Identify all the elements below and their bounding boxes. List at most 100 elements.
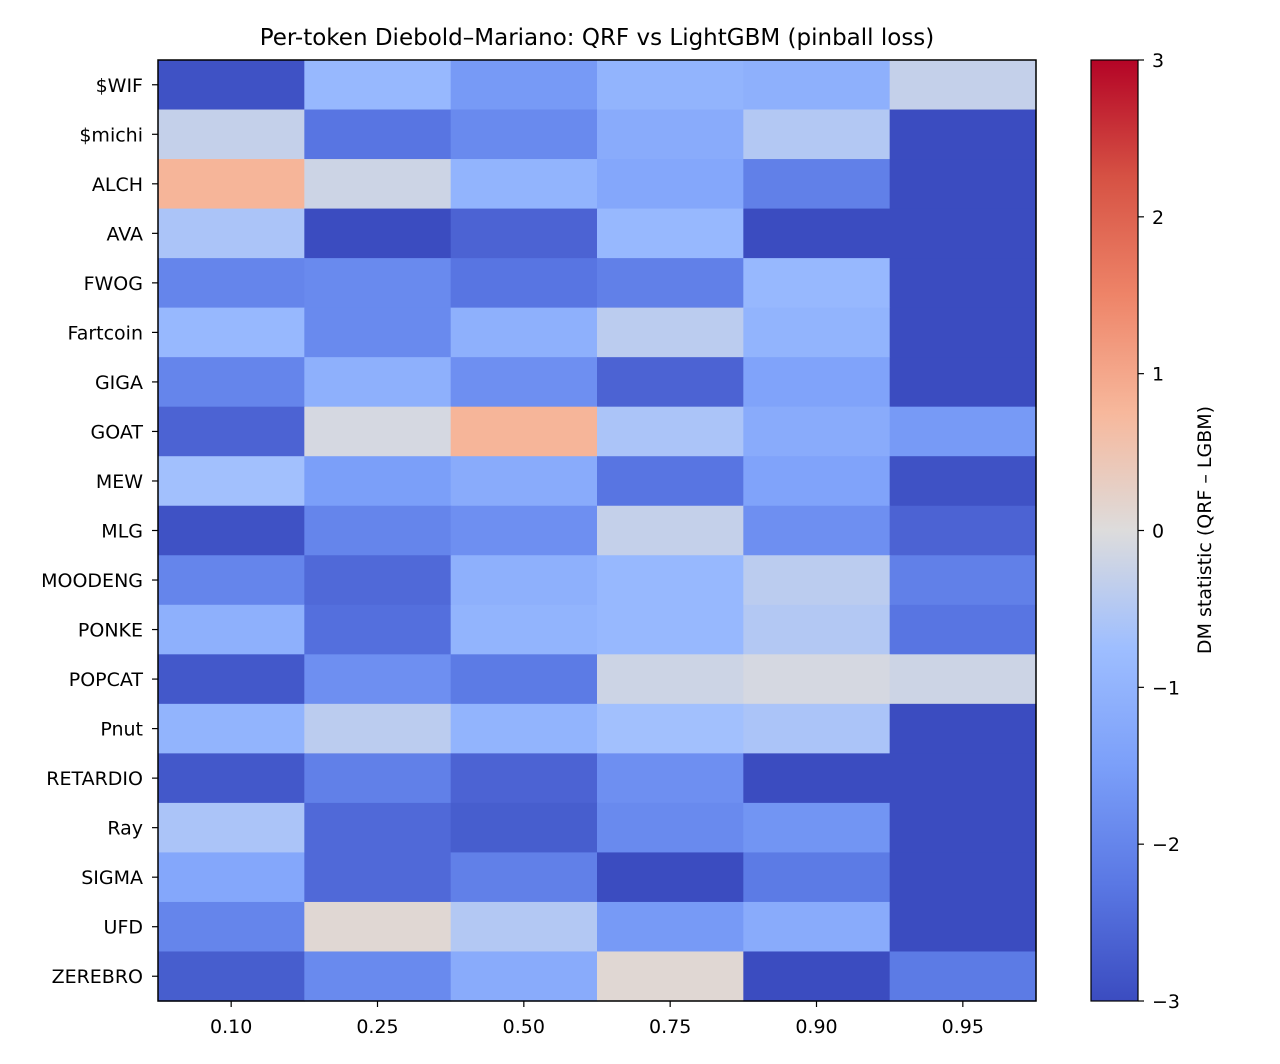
heatmap-cell	[889, 505, 1037, 556]
heatmap-cell	[450, 555, 598, 606]
heatmap-cell	[304, 505, 452, 556]
heatmap-cell	[450, 208, 598, 259]
heatmap-cell	[450, 505, 598, 556]
heatmap-cell	[304, 307, 452, 358]
heatmap-cell	[304, 654, 452, 705]
heatmap-cell	[450, 802, 598, 854]
heatmap-cell	[597, 654, 744, 705]
colorbar-tick-label: 1	[1152, 364, 1164, 386]
heatmap-cell	[597, 505, 744, 556]
x-tick-label: 0.90	[795, 1016, 837, 1038]
heatmap-cell	[158, 109, 305, 160]
heatmap-cell	[597, 208, 744, 259]
y-tick-label: SIGMA	[81, 867, 143, 889]
heatmap-cell	[743, 852, 891, 903]
heatmap-cell	[743, 406, 891, 457]
heatmap-cell	[304, 901, 452, 953]
y-tick-label: AVA	[106, 223, 143, 245]
heatmap-cell	[450, 901, 598, 953]
heatmap-cell	[889, 109, 1037, 160]
heatmap-cell	[450, 703, 598, 754]
heatmap-cell	[597, 357, 744, 408]
heatmap-cell	[158, 456, 305, 507]
heatmap-cell	[889, 951, 1037, 1002]
colorbar-axis: −3 −2 −1 0 1 2 3	[1138, 50, 1180, 1013]
y-tick-label: GOAT	[91, 421, 144, 443]
heatmap-cell	[889, 208, 1037, 259]
heatmap-cell	[743, 753, 891, 804]
heatmap-cell	[743, 604, 891, 655]
heatmap-cell	[743, 901, 891, 953]
y-tick-label: PONKE	[78, 620, 143, 642]
heatmap-cell	[158, 307, 305, 358]
heatmap-cell	[743, 159, 891, 210]
colorbar-tick-label: 0	[1152, 521, 1164, 543]
y-tick-label: Pnut	[100, 719, 143, 741]
heatmap-cell	[158, 505, 305, 556]
heatmap-cell	[743, 208, 891, 259]
y-tick-label: UFD	[104, 917, 143, 939]
heatmap-cell	[597, 307, 744, 358]
heatmap-cell	[158, 406, 305, 457]
heatmap-cell	[450, 753, 598, 804]
colorbar-tick-label: −3	[1152, 991, 1180, 1013]
x-tick-label: 0.95	[942, 1016, 984, 1038]
heatmap-cell	[304, 703, 452, 754]
heatmap-cell	[158, 753, 305, 804]
heatmap-cell	[889, 654, 1037, 705]
heatmap-cell	[597, 753, 744, 804]
heatmap-cell	[450, 357, 598, 408]
heatmap-cell	[158, 852, 305, 903]
x-tick-label: 0.50	[503, 1016, 545, 1038]
heatmap-cell	[158, 159, 305, 210]
heatmap-cell	[889, 901, 1037, 953]
heatmap-cell	[597, 901, 744, 953]
heatmap-cell	[743, 654, 891, 705]
x-axis: 0.10 0.25 0.50 0.75 0.90 0.95	[210, 1001, 984, 1038]
heatmap-cell	[743, 456, 891, 507]
heatmap-cell	[889, 703, 1037, 754]
heatmap-cell	[597, 703, 744, 754]
colorbar-tick-label: −2	[1152, 834, 1180, 856]
y-tick-label: Fartcoin	[68, 322, 143, 344]
heatmap-cell	[304, 357, 452, 408]
heatmap-cell	[158, 208, 305, 259]
heatmap-cell	[889, 802, 1037, 854]
heatmap-cell	[889, 753, 1037, 804]
heatmap-cell	[158, 555, 305, 606]
heatmap-cell	[450, 109, 598, 160]
heatmap-cell	[158, 654, 305, 705]
colorbar-tick-label: 2	[1152, 207, 1164, 229]
heatmap-cell	[158, 802, 305, 854]
heatmap-cell	[304, 456, 452, 507]
y-tick-label: Ray	[107, 818, 143, 840]
heatmap-cell	[889, 307, 1037, 358]
heatmap-cell	[743, 505, 891, 556]
heatmap-cell	[304, 604, 452, 655]
colorbar-tick-label: −1	[1152, 677, 1180, 699]
heatmap-cell	[304, 802, 452, 854]
y-axis: $WIF $michi ALCH AVA FWOG Fartcoin GIGA GOAT MEW…	[41, 75, 158, 988]
heatmap-cell	[597, 604, 744, 655]
heatmap-cell	[889, 60, 1037, 111]
heatmap-cell	[158, 258, 305, 309]
heatmap-cell	[597, 852, 744, 903]
heatmap-cell	[450, 258, 598, 309]
heatmap-cell	[450, 951, 598, 1002]
y-tick-label: $WIF	[96, 75, 143, 97]
heatmap-cell	[304, 852, 452, 903]
y-tick-label: RETARDIO	[46, 768, 143, 790]
heatmap-cell	[304, 406, 452, 457]
heatmap-cell	[304, 109, 452, 160]
heatmap-cell	[158, 357, 305, 408]
heatmap-cell	[158, 703, 305, 754]
x-tick-label: 0.25	[356, 1016, 398, 1038]
heatmap-cell	[889, 357, 1037, 408]
heatmap-cell	[450, 456, 598, 507]
heatmap-cell	[158, 951, 305, 1002]
heatmap-cell	[304, 208, 452, 259]
chart-title: Per-token Diebold–Mariano: QRF vs LightG…	[260, 25, 935, 51]
heatmap-cell	[889, 604, 1037, 655]
heatmap-cell	[450, 159, 598, 210]
heatmap-cell	[743, 258, 891, 309]
